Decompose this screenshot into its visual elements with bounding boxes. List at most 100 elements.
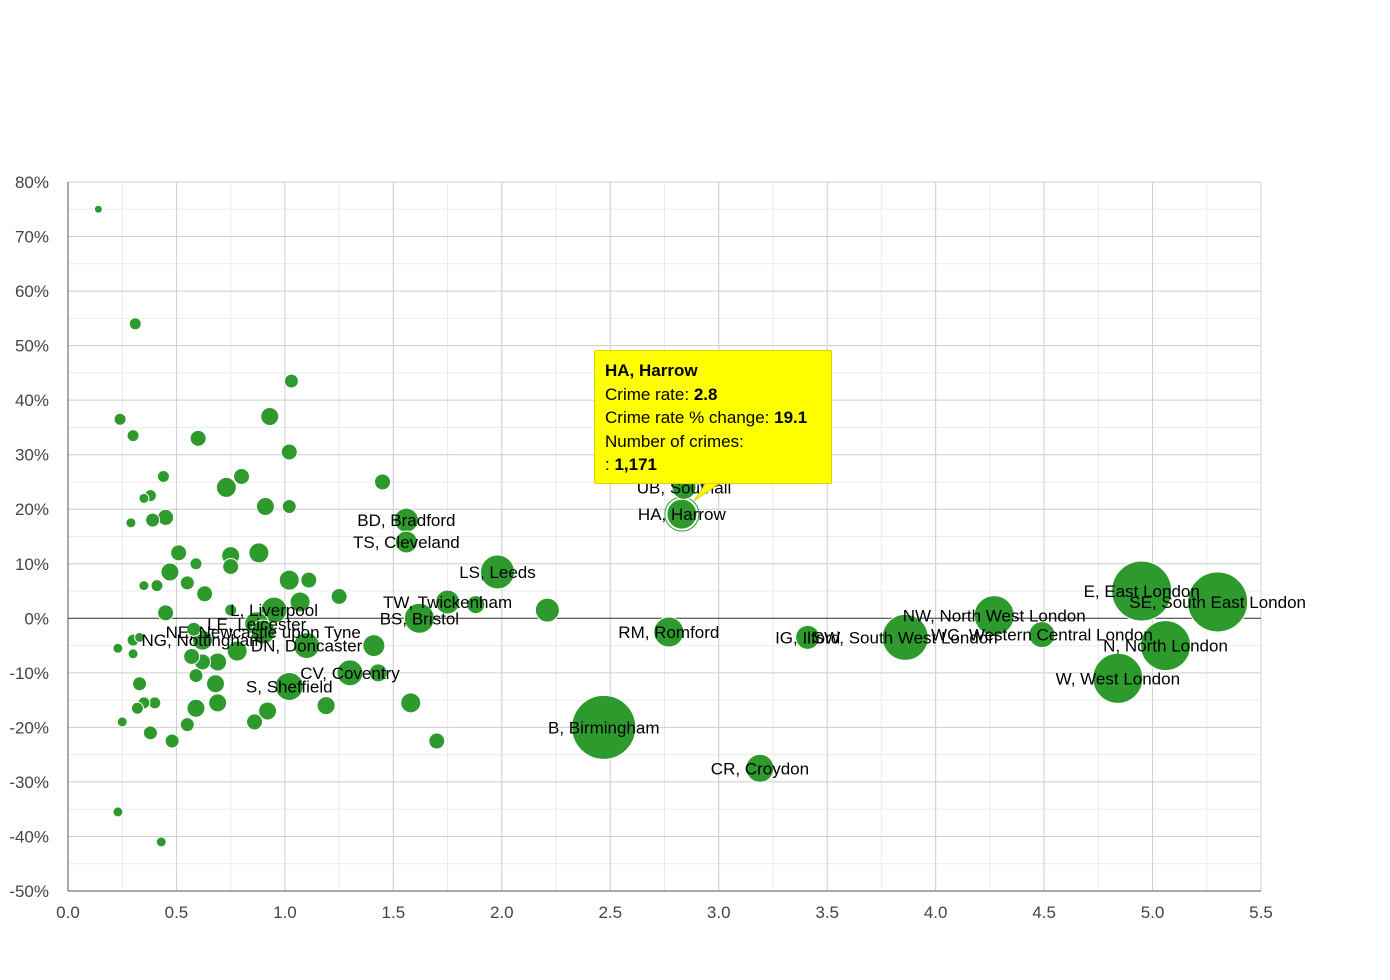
point-label: NE, Newcastle upon Tyne bbox=[166, 623, 361, 642]
bubble[interactable] bbox=[170, 544, 188, 562]
bubble[interactable] bbox=[189, 429, 207, 447]
bubble[interactable] bbox=[293, 632, 321, 660]
bubble[interactable] bbox=[189, 557, 203, 571]
bubble[interactable] bbox=[1028, 621, 1056, 649]
bubble[interactable] bbox=[571, 694, 637, 760]
bubble[interactable] bbox=[215, 476, 237, 498]
bubble[interactable] bbox=[330, 587, 348, 605]
bubble[interactable] bbox=[226, 640, 248, 662]
bubbles[interactable] bbox=[93, 204, 1249, 848]
bubble[interactable] bbox=[881, 613, 929, 661]
bubble[interactable] bbox=[205, 674, 225, 694]
point-label: IG, Ilford bbox=[775, 628, 840, 647]
bubble[interactable] bbox=[138, 492, 150, 504]
tooltip-title: HA, Harrow bbox=[605, 361, 698, 380]
bubble[interactable] bbox=[368, 663, 388, 683]
bubble[interactable] bbox=[274, 671, 304, 701]
bubble[interactable] bbox=[1111, 560, 1173, 622]
x-tick-label: 3.5 bbox=[815, 903, 839, 922]
bubble[interactable] bbox=[1092, 652, 1144, 704]
bubble[interactable] bbox=[403, 602, 435, 634]
bubble[interactable] bbox=[289, 591, 311, 613]
grid bbox=[67, 181, 1262, 892]
bubble[interactable] bbox=[130, 701, 144, 715]
bubble[interactable] bbox=[973, 595, 1015, 637]
bubble[interactable] bbox=[1187, 571, 1249, 633]
bubble[interactable] bbox=[534, 597, 560, 623]
bubble[interactable] bbox=[112, 806, 124, 818]
bubble[interactable] bbox=[150, 579, 164, 593]
bubble[interactable] bbox=[125, 517, 137, 529]
point-label: SE, South East London bbox=[1129, 593, 1306, 612]
bubble[interactable] bbox=[164, 733, 180, 749]
bubble[interactable] bbox=[160, 562, 180, 582]
bubble[interactable] bbox=[134, 631, 146, 643]
bubble[interactable] bbox=[435, 589, 461, 615]
bubble[interactable] bbox=[466, 595, 486, 615]
bubble[interactable] bbox=[246, 713, 264, 731]
bubble[interactable] bbox=[145, 512, 161, 528]
bubble[interactable] bbox=[258, 701, 278, 721]
bubble[interactable] bbox=[208, 693, 228, 713]
bubble[interactable] bbox=[260, 407, 280, 427]
x-tick-label: 1.5 bbox=[382, 903, 406, 922]
bubble[interactable] bbox=[362, 634, 386, 658]
y-tick-label: -10% bbox=[9, 664, 49, 683]
bubble[interactable] bbox=[126, 429, 140, 443]
bubble[interactable] bbox=[653, 616, 685, 648]
bubble[interactable] bbox=[142, 725, 158, 741]
bubble[interactable] bbox=[283, 373, 299, 389]
bubble[interactable] bbox=[93, 204, 103, 214]
bubble[interactable] bbox=[316, 696, 336, 716]
bubble[interactable] bbox=[224, 603, 238, 617]
bubble[interactable] bbox=[116, 716, 128, 728]
bubble[interactable] bbox=[196, 585, 214, 603]
point-label: TS, Cleveland bbox=[353, 533, 460, 552]
point-label: TW, Twickenham bbox=[383, 593, 512, 612]
bubble[interactable] bbox=[278, 569, 300, 591]
bubble[interactable] bbox=[281, 499, 297, 515]
bubble[interactable] bbox=[112, 642, 124, 654]
bubble[interactable] bbox=[233, 468, 251, 486]
bubble[interactable] bbox=[280, 443, 298, 461]
bubble[interactable] bbox=[127, 648, 139, 660]
bubble[interactable] bbox=[156, 470, 170, 484]
bubble[interactable] bbox=[374, 473, 392, 491]
bubble[interactable] bbox=[255, 497, 275, 517]
y-tick-label: 10% bbox=[15, 555, 49, 574]
bubble[interactable] bbox=[428, 732, 446, 750]
x-tick-label: 4.5 bbox=[1032, 903, 1056, 922]
bubble[interactable] bbox=[128, 317, 142, 331]
point-label: NW, North West London bbox=[903, 607, 1086, 626]
bubble[interactable] bbox=[155, 836, 167, 848]
bubble[interactable] bbox=[208, 652, 228, 672]
bubble[interactable] bbox=[300, 571, 318, 589]
bubble[interactable] bbox=[186, 621, 202, 637]
bubble[interactable] bbox=[188, 668, 204, 684]
bubble[interactable] bbox=[260, 596, 288, 624]
bubble[interactable] bbox=[157, 604, 175, 622]
point-label: RM, Romford bbox=[618, 623, 719, 642]
bubble[interactable] bbox=[148, 696, 162, 710]
bubble[interactable] bbox=[336, 659, 364, 687]
tooltip-count-value: 1,171 bbox=[614, 455, 658, 474]
bubble[interactable] bbox=[222, 557, 240, 575]
bubble[interactable] bbox=[179, 575, 195, 591]
bubble[interactable] bbox=[479, 554, 515, 590]
bubble[interactable] bbox=[250, 619, 276, 645]
tooltip-rate-value: 2.8 bbox=[693, 384, 718, 404]
bubble[interactable] bbox=[183, 647, 201, 665]
bubble[interactable] bbox=[132, 676, 148, 692]
bubble[interactable] bbox=[745, 753, 775, 783]
bubble[interactable] bbox=[138, 580, 150, 592]
y-tick-label: -20% bbox=[9, 718, 49, 737]
bubble[interactable] bbox=[795, 624, 821, 650]
bubble[interactable] bbox=[394, 530, 418, 554]
bubble[interactable] bbox=[248, 542, 270, 564]
bubble[interactable] bbox=[157, 508, 175, 526]
bubble[interactable] bbox=[186, 698, 206, 718]
bubble[interactable] bbox=[179, 717, 195, 733]
bubble[interactable] bbox=[113, 412, 127, 426]
bubble[interactable] bbox=[1140, 620, 1192, 672]
bubble[interactable] bbox=[400, 692, 422, 714]
